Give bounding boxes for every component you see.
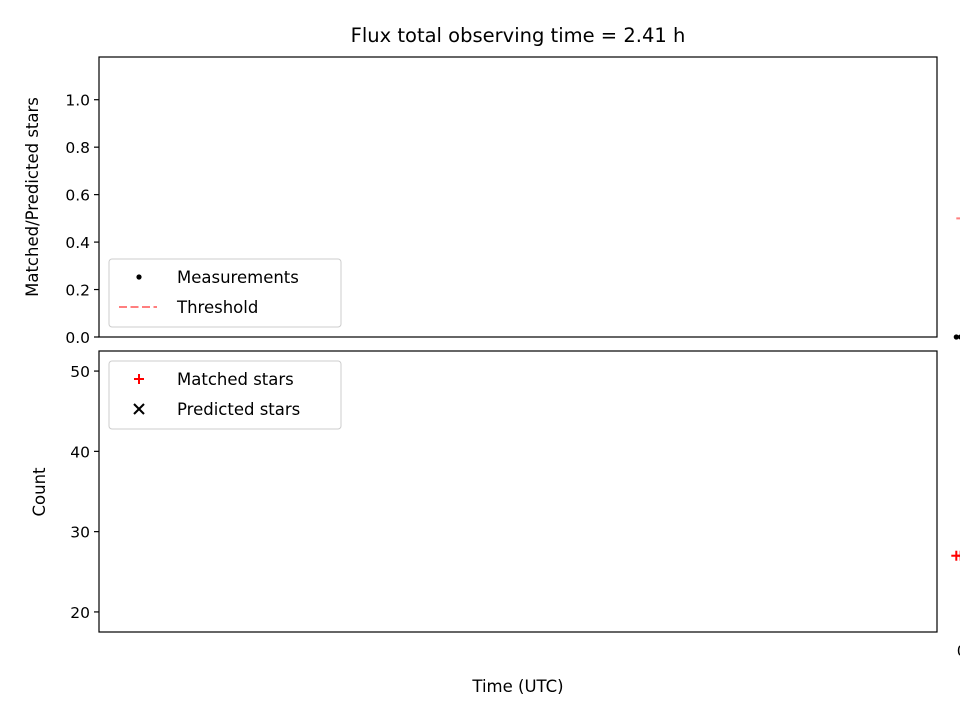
top-y-axis-label: Matched/Predicted stars: [23, 97, 42, 297]
bottom-legend-entry-1-swatch-b: [133, 403, 145, 415]
bottom-y-tick-label-3: 50: [70, 363, 90, 381]
top-y-tick-label-1: 0.2: [65, 282, 90, 300]
x-axis-label: Time (UTC): [471, 677, 563, 696]
top-legend-entry-0-swatch: [136, 274, 142, 280]
top-y-tick-label-0: 0.0: [65, 329, 90, 347]
top-legend-entry-0-label: Measurements: [177, 268, 299, 287]
bottom-series-matched-stars-point-88: [951, 550, 960, 561]
bottom-legend-entry-1-label: Predicted stars: [177, 400, 300, 419]
top-legend: Measurements Threshold: [108, 258, 342, 328]
bottom-plot-frame: [98, 350, 938, 633]
x-tick-label-7: 03:00: [957, 642, 960, 660]
bottom-legend: Matched stars Predicted stars: [108, 360, 342, 430]
top-panel: 0.0 0.2 0.4 0.6 0.8 1.0 Matched/Predicted sta…: [23, 56, 960, 347]
bottom-y-axis-label: Count: [30, 467, 49, 517]
chart-title: Flux total observing time = 2.41 h: [351, 24, 686, 47]
bottom-legend-entry-0-label: Matched stars: [177, 370, 294, 389]
bottom-legend-entry-0-swatch: [134, 374, 144, 384]
bottom-series: [951, 550, 960, 561]
bottom-series-matched-stars: [951, 550, 960, 561]
top-y-tick-label-5: 1.0: [65, 92, 90, 110]
top-legend-entry-1-label: Threshold: [176, 298, 258, 317]
bottom-y-tick-label-1: 30: [70, 524, 90, 542]
top-y-tick-label-4: 0.8: [65, 139, 90, 157]
top-series: [953, 217, 960, 340]
top-series-measurements: [953, 334, 960, 340]
bottom-y-tick-label-0: 20: [70, 604, 90, 622]
bottom-panel: 2030405020:0021:0022:0023:0000:0001:0002…: [30, 350, 960, 660]
top-plot-frame: [98, 56, 938, 338]
bottom-legend-entry-1-swatch: [133, 403, 145, 415]
top-legend-box: [108, 258, 342, 328]
top-y-tick-label-2: 0.4: [65, 234, 90, 252]
top-axes: 0.0 0.2 0.4 0.6 0.8 1.0: [65, 56, 938, 347]
bottom-axes: 2030405020:0021:0022:0023:0000:0001:0002…: [70, 350, 960, 660]
bottom-legend-box: [108, 360, 342, 430]
bottom-y-tick-label-2: 40: [70, 443, 90, 461]
top-series-measurements-point-88: [953, 334, 959, 340]
top-y-tick-label-3: 0.6: [65, 187, 90, 205]
